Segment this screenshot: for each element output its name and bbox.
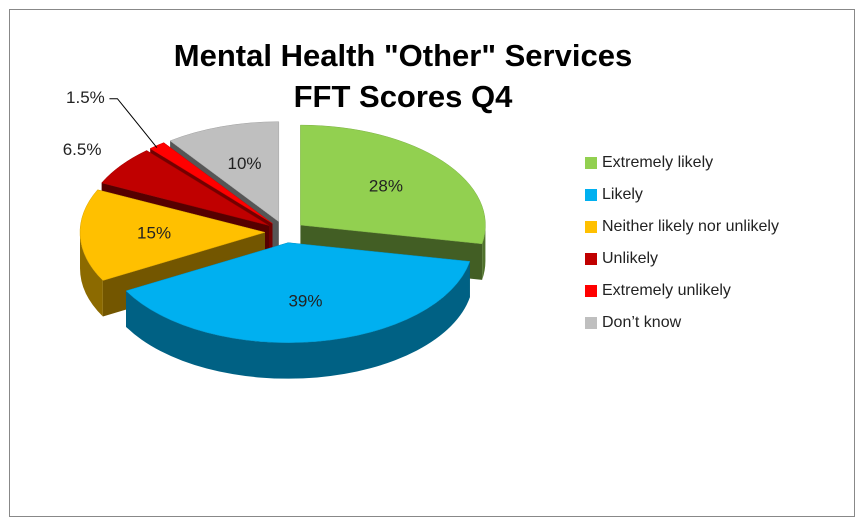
legend-label: Likely: [602, 186, 643, 203]
slice-wall: [80, 232, 103, 317]
slice: [79, 189, 266, 281]
legend-label: Neither likely nor unlikely: [602, 218, 779, 235]
data-label: 39%: [288, 291, 322, 310]
legend-swatch: [585, 189, 597, 201]
data-label: 28%: [369, 176, 403, 195]
legend-swatch: [585, 157, 597, 169]
legend-label: Extremely likely: [602, 154, 713, 171]
chart-title: FFT Scores Q4: [294, 79, 514, 114]
data-label: 1.5%: [66, 88, 105, 107]
slice: [125, 242, 471, 343]
data-label: 6.5%: [63, 140, 102, 159]
legend-swatch: [585, 253, 597, 265]
slice-wall: [126, 261, 470, 379]
legend-label: Don’t know: [602, 314, 682, 331]
legend-swatch: [585, 285, 597, 297]
slice: [300, 124, 486, 245]
leader-line: [109, 98, 158, 148]
slice-wall: [482, 225, 486, 280]
slice: [101, 150, 270, 226]
chart-title: Mental Health "Other" Services: [174, 38, 632, 73]
slice: [169, 121, 280, 223]
legend-label: Extremely unlikely: [602, 282, 731, 299]
data-label: 15%: [137, 224, 171, 243]
legend-swatch: [585, 317, 597, 329]
legend-label: Unlikely: [602, 250, 658, 267]
data-label: 10%: [228, 154, 262, 173]
slice: [149, 142, 273, 224]
legend-swatch: [585, 221, 597, 233]
